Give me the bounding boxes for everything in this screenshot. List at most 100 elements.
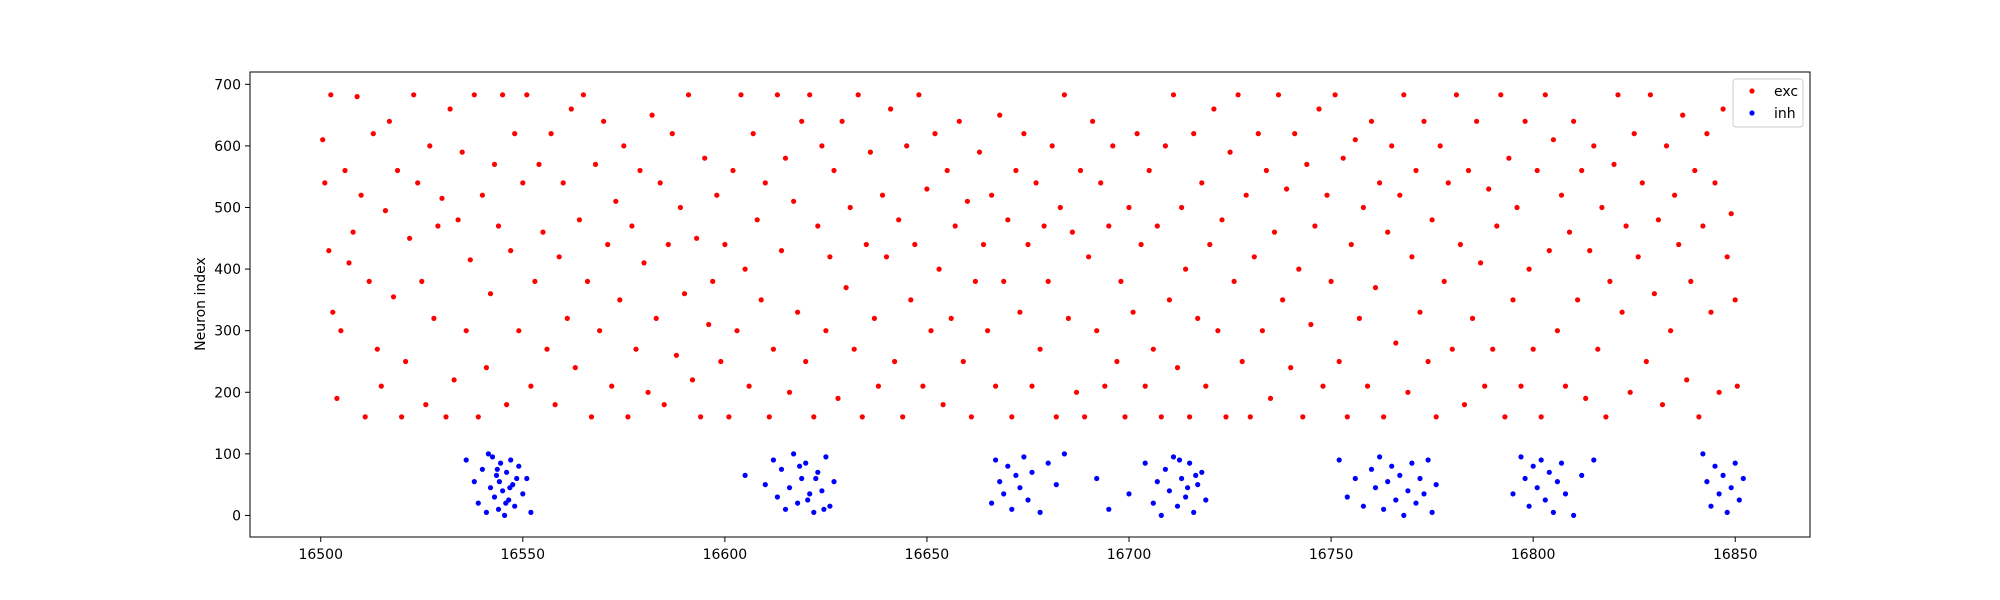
point-exc-286 bbox=[1469, 315, 1476, 321]
point-exc-52 bbox=[524, 92, 530, 98]
point-inh-61 bbox=[1037, 509, 1043, 515]
point-exc-188 bbox=[1073, 389, 1080, 395]
point-inh-53 bbox=[1001, 491, 1007, 497]
point-exc-59 bbox=[552, 402, 558, 408]
point-exc-257 bbox=[1352, 137, 1358, 143]
point-exc-253 bbox=[1336, 358, 1342, 365]
point-inh-46 bbox=[797, 463, 803, 469]
point-inh-41 bbox=[815, 469, 821, 475]
point-exc-186 bbox=[1065, 315, 1071, 321]
point-exc-172 bbox=[1009, 414, 1015, 420]
point-inh-115 bbox=[1546, 469, 1552, 475]
point-inh-92 bbox=[1377, 454, 1383, 460]
point-exc-21 bbox=[399, 414, 405, 420]
point-inh-96 bbox=[1393, 497, 1399, 503]
point-exc-242 bbox=[1292, 131, 1298, 137]
point-exc-296 bbox=[1510, 297, 1516, 303]
point-exc-224 bbox=[1219, 217, 1225, 223]
point-inh-80 bbox=[1195, 482, 1201, 488]
point-exc-252 bbox=[1332, 92, 1338, 98]
point-inh-56 bbox=[1013, 472, 1019, 478]
point-exc-32 bbox=[443, 414, 449, 420]
point-exc-323 bbox=[1619, 309, 1625, 315]
point-exc-131 bbox=[843, 285, 849, 291]
point-inh-86 bbox=[1336, 457, 1342, 463]
point-exc-84 bbox=[653, 315, 659, 321]
point-inh-91 bbox=[1372, 485, 1379, 491]
point-inh-123 bbox=[1700, 451, 1706, 457]
point-exc-37 bbox=[463, 328, 469, 334]
point-exc-19 bbox=[390, 294, 397, 300]
point-exc-71 bbox=[601, 118, 607, 124]
point-inh-128 bbox=[1720, 472, 1726, 478]
point-exc-12 bbox=[362, 414, 368, 420]
y-tick-label-0: 0 bbox=[232, 508, 241, 524]
point-exc-240 bbox=[1284, 186, 1290, 192]
point-exc-274 bbox=[1421, 118, 1427, 124]
point-exc-116 bbox=[782, 155, 789, 161]
point-exc-239 bbox=[1280, 297, 1286, 303]
point-inh-21 bbox=[528, 509, 534, 515]
point-exc-78 bbox=[629, 223, 635, 229]
point-inh-70 bbox=[1154, 479, 1160, 485]
point-exc-15 bbox=[374, 346, 380, 352]
point-exc-35 bbox=[455, 217, 461, 223]
point-exc-69 bbox=[592, 161, 599, 167]
point-exc-197 bbox=[1110, 143, 1116, 149]
point-inh-34 bbox=[786, 485, 793, 491]
points-layer bbox=[320, 92, 1746, 519]
point-exc-178 bbox=[1033, 180, 1039, 186]
point-exc-103 bbox=[730, 167, 736, 174]
point-inh-113 bbox=[1538, 457, 1544, 463]
point-inh-15 bbox=[508, 457, 514, 463]
point-exc-207 bbox=[1150, 346, 1156, 352]
point-exc-4 bbox=[330, 309, 336, 315]
point-exc-42 bbox=[483, 365, 489, 371]
point-exc-18 bbox=[386, 118, 392, 124]
point-exc-219 bbox=[1199, 180, 1205, 186]
point-exc-107 bbox=[746, 383, 752, 389]
point-inh-65 bbox=[1094, 475, 1100, 482]
point-inh-97 bbox=[1397, 472, 1403, 478]
point-exc-290 bbox=[1486, 186, 1492, 192]
point-exc-336 bbox=[1672, 192, 1678, 198]
point-exc-316 bbox=[1591, 143, 1597, 149]
point-exc-251 bbox=[1328, 278, 1334, 284]
point-exc-143 bbox=[892, 358, 898, 365]
point-inh-73 bbox=[1166, 488, 1172, 494]
point-exc-113 bbox=[770, 346, 777, 352]
point-exc-203 bbox=[1134, 131, 1140, 137]
legend: exc inh bbox=[1732, 78, 1804, 128]
point-inh-52 bbox=[997, 479, 1003, 485]
point-inh-75 bbox=[1174, 503, 1181, 509]
point-exc-50 bbox=[516, 328, 522, 334]
point-exc-122 bbox=[807, 92, 813, 98]
point-exc-295 bbox=[1506, 155, 1512, 161]
point-exc-27 bbox=[423, 402, 429, 408]
point-inh-102 bbox=[1417, 475, 1423, 482]
point-exc-321 bbox=[1611, 161, 1617, 167]
point-exc-344 bbox=[1704, 131, 1710, 137]
point-exc-41 bbox=[479, 192, 485, 198]
point-inh-121 bbox=[1579, 472, 1585, 478]
legend-label-inh: inh bbox=[1774, 106, 1796, 122]
point-exc-164 bbox=[976, 149, 983, 155]
point-exc-205 bbox=[1142, 383, 1148, 389]
point-exc-246 bbox=[1308, 321, 1314, 328]
point-exc-7 bbox=[342, 167, 348, 174]
y-axis-label: Neuron index bbox=[193, 257, 209, 351]
point-inh-107 bbox=[1510, 491, 1516, 497]
point-exc-195 bbox=[1102, 383, 1108, 389]
point-exc-120 bbox=[799, 118, 805, 124]
point-exc-350 bbox=[1728, 211, 1734, 217]
point-inh-98 bbox=[1401, 512, 1407, 519]
point-exc-187 bbox=[1069, 229, 1075, 235]
point-exc-109 bbox=[754, 217, 760, 223]
point-exc-200 bbox=[1122, 414, 1128, 420]
point-exc-180 bbox=[1041, 223, 1047, 229]
point-exc-152 bbox=[928, 328, 934, 334]
y-tick-label-3: 300 bbox=[214, 324, 241, 340]
point-exc-278 bbox=[1437, 143, 1443, 149]
point-exc-351 bbox=[1732, 297, 1738, 303]
point-exc-170 bbox=[1001, 278, 1007, 284]
